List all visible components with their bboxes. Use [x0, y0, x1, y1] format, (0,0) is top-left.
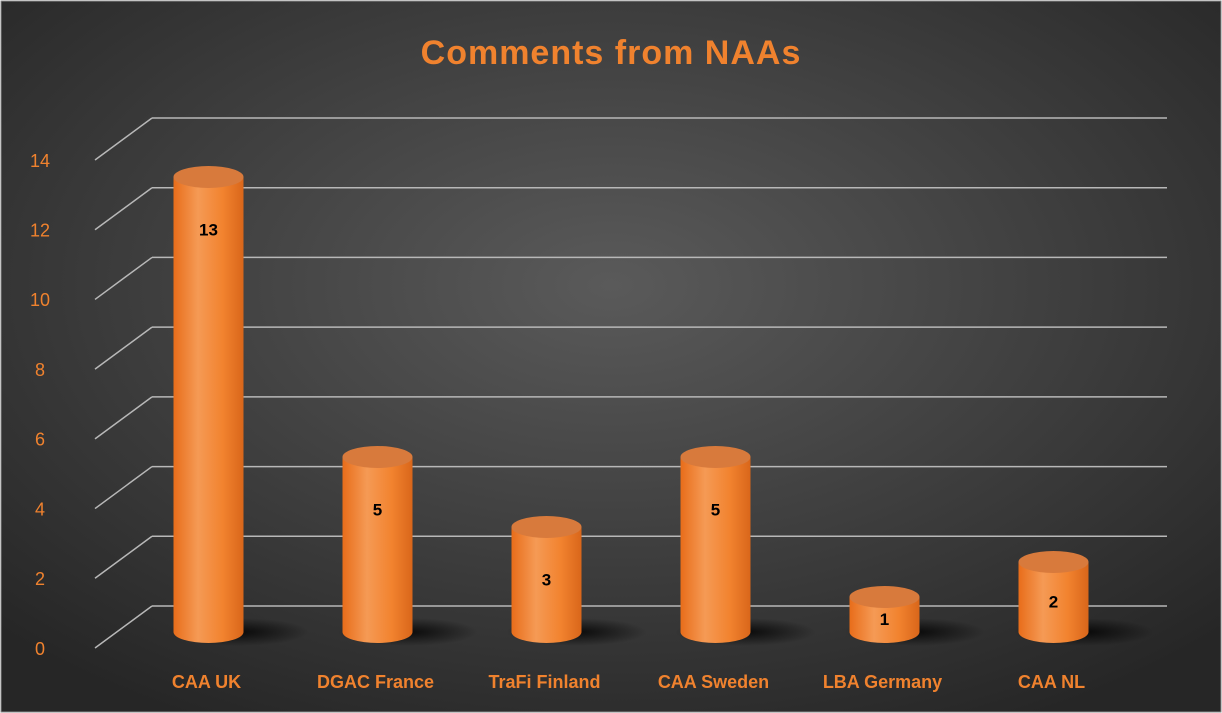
data-label: 13 [199, 220, 218, 239]
grid-line [94, 535, 153, 579]
x-tick-label: DGAC France [317, 672, 434, 692]
grid-line [94, 117, 153, 161]
bar [342, 457, 413, 643]
bar-top [173, 166, 244, 188]
y-tick-label: 2 [35, 569, 45, 589]
grid-line [94, 465, 153, 510]
data-label: 1 [880, 610, 889, 629]
y-tick-label: 0 [35, 639, 45, 659]
grid-line [94, 256, 153, 301]
y-tick-label: 8 [35, 360, 45, 380]
bar-top [680, 446, 751, 468]
chart-title: Comments from NAAs [421, 34, 802, 72]
data-label: 5 [373, 500, 382, 519]
data-label: 2 [1049, 592, 1058, 611]
bar-top [342, 446, 413, 468]
y-tick-label: 6 [35, 430, 45, 450]
bar-top [511, 516, 582, 538]
grid-line [94, 326, 153, 370]
bar [173, 177, 244, 643]
y-tick-label: 10 [30, 290, 50, 310]
x-tick-label: CAA UK [172, 672, 241, 692]
bar-top [1018, 551, 1089, 573]
y-tick-label: 12 [30, 220, 50, 240]
x-tick-label: CAA Sweden [658, 672, 769, 692]
grid-line [94, 187, 153, 231]
grid-line [94, 605, 153, 649]
bar [680, 457, 751, 643]
data-label: 5 [711, 500, 720, 519]
y-tick-label: 14 [30, 151, 50, 171]
bar [849, 597, 920, 643]
x-tick-label: LBA Germany [823, 672, 942, 692]
x-tick-label: TraFi Finland [488, 672, 600, 692]
grid-line [94, 396, 153, 440]
bar [511, 527, 582, 643]
data-label: 3 [542, 570, 551, 589]
bar [1018, 562, 1089, 643]
y-tick-label: 4 [35, 499, 45, 519]
bar-top [849, 586, 920, 608]
x-tick-label: CAA NL [1018, 672, 1085, 692]
